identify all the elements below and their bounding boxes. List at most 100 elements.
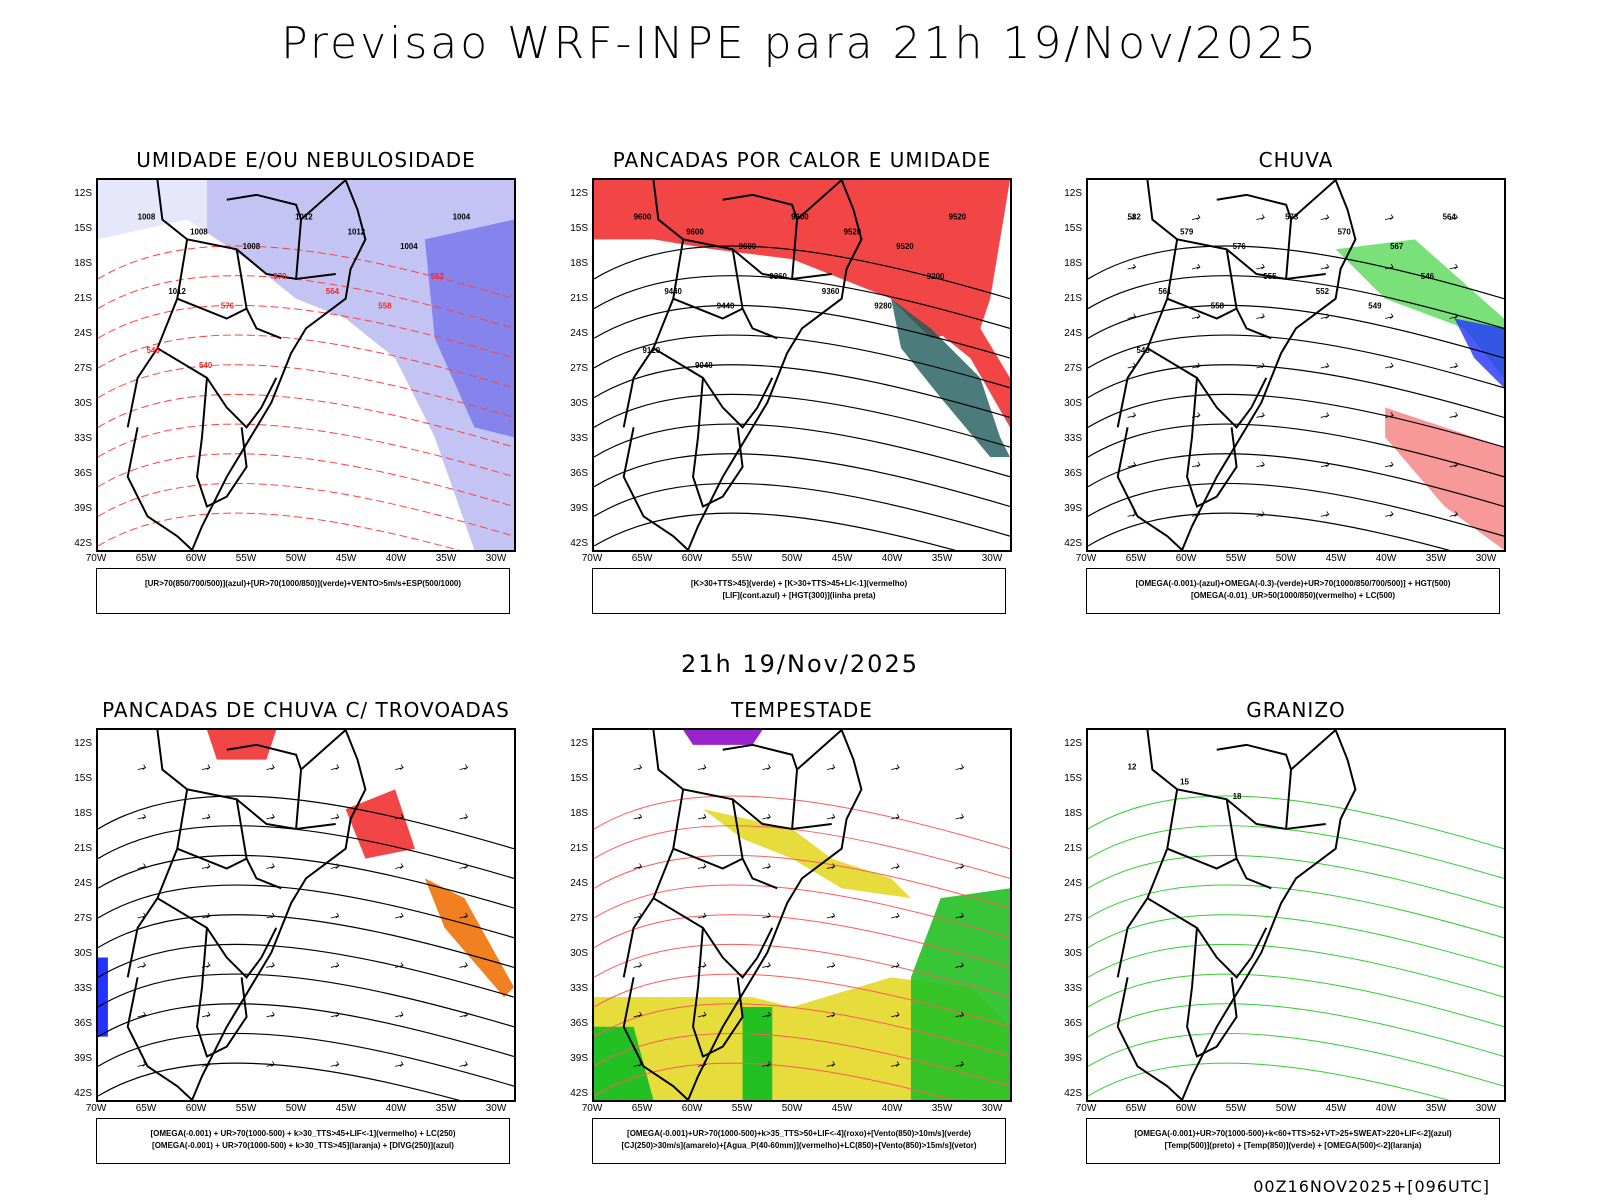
legend-line: [CJ(250)>30m/s](amarelo)+[Agua_P(40-60mm… [621, 1141, 977, 1150]
lat-tick-label: 30S [74, 398, 92, 409]
lon-tick-label: 30W [981, 553, 1003, 564]
lat-tick-label: 24S [1064, 878, 1082, 889]
contour-label: 9440 [717, 302, 735, 311]
lon-tick-label: 50W [285, 1103, 307, 1114]
lat-tick-label: 21S [570, 843, 588, 854]
legend-line: [OMEGA(-0.001)-(azul)+OMEGA(-0.3)-(verde… [1135, 579, 1451, 588]
lat-tick-label: 12S [1064, 738, 1082, 749]
contour-label: 9600 [686, 227, 704, 236]
lat-tick-label: 27S [570, 913, 588, 924]
lat-tick-label: 39S [570, 503, 588, 514]
map-pancadas_trovoadas [96, 728, 516, 1102]
contour-label: 573 [1285, 213, 1299, 222]
map-granizo: 12 15 18 [1086, 728, 1506, 1102]
lat-tick-label: 27S [1064, 913, 1082, 924]
contour-label: 1004 [453, 213, 471, 222]
contour-label: 9360 [822, 287, 840, 296]
legend-line: [Temp(500)](preto) + [Temp(850)](verde) … [1164, 1141, 1422, 1150]
lat-tick-label: 42S [570, 538, 588, 549]
lon-tick-label: 45W [831, 1103, 853, 1114]
lat-tick-label: 18S [1064, 258, 1082, 269]
contour-label: 1012 [348, 227, 366, 236]
lon-tick-label: 55W [731, 553, 753, 564]
lon-tick-label: 45W [1325, 1103, 1347, 1114]
lon-tick-label: 40W [881, 553, 903, 564]
lon-tick-label: 30W [1475, 1103, 1497, 1114]
contour-label: 564 [326, 287, 340, 296]
lon-tick-label: 35W [931, 1103, 953, 1114]
panel-title-tempestade: TEMPESTADE [731, 698, 873, 722]
lat-tick-label: 15S [570, 223, 588, 234]
contour-label: 543 [1137, 346, 1151, 355]
map-svg-chuva: 582 579 576 573 570 567 564 561 558 555 552 549 546 5… [1088, 180, 1504, 550]
lon-tick-label: 30W [1475, 553, 1497, 564]
map-svg-umidade: 1008 1008 1008 1012 1012 1004 1004 1012 576 570 56… [98, 180, 514, 550]
lat-tick-label: 27S [74, 913, 92, 924]
lat-tick-label: 12S [74, 738, 92, 749]
lat-tick-label: 30S [1064, 398, 1082, 409]
map-pancadas_calor: 9600 9600 9600 9600 9520 9520 9520 9440 9440 9360… [592, 178, 1012, 552]
legend-chuva: [OMEGA(-0.001)-(azul)+OMEGA(-0.3)-(verde… [1086, 568, 1500, 614]
lon-tick-label: 40W [385, 1103, 407, 1114]
run-footer: 00Z16NOV2025+[096UTC] [1253, 1177, 1490, 1196]
lat-tick-label: 15S [1064, 773, 1082, 784]
legend-line: [OMEGA(-0.001) + UR>70(1000-500) + k>30_… [150, 1129, 456, 1138]
lat-tick-label: 36S [1064, 468, 1082, 479]
contour-label: 567 [1390, 242, 1404, 251]
lon-tick-label: 60W [185, 553, 207, 564]
map-umidade: 1008 1008 1008 1012 1012 1004 1004 1012 576 570 56… [96, 178, 516, 552]
contour-label: 1008 [138, 213, 156, 222]
contour-label: 540 [199, 361, 213, 370]
lat-tick-label: 21S [1064, 843, 1082, 854]
lon-tick-label: 70W [85, 1103, 107, 1114]
map-chuva: 582 579 576 573 570 567 564 561 558 555 552 549 546 5… [1086, 178, 1506, 552]
lon-tick-label: 70W [581, 1103, 603, 1114]
contour-label: 15 [1180, 777, 1189, 786]
lon-tick-label: 65W [135, 553, 157, 564]
lon-tick-label: 70W [1075, 1103, 1097, 1114]
lat-tick-label: 36S [74, 1018, 92, 1029]
lon-tick-label: 65W [135, 1103, 157, 1114]
contour-label: 570 [1338, 227, 1352, 236]
contour-label: 576 [221, 302, 235, 311]
panel-title-chuva: CHUVA [1258, 148, 1334, 172]
lon-tick-label: 60W [1175, 553, 1197, 564]
legend-line: [OMEGA(-0.001)+UR>70(1000-500)+k<60+TTS>… [1134, 1129, 1452, 1138]
legend-line: [OMEGA(-0.001)+UR>70(1000-500)+k>35_TTS>… [627, 1129, 971, 1138]
lon-tick-label: 55W [235, 1103, 257, 1114]
lon-tick-label: 60W [1175, 1103, 1197, 1114]
lat-tick-label: 27S [1064, 363, 1082, 374]
lon-tick-label: 35W [435, 553, 457, 564]
lat-tick-label: 33S [1064, 983, 1082, 994]
lon-tick-label: 50W [781, 553, 803, 564]
lat-tick-label: 15S [74, 773, 92, 784]
lat-tick-label: 42S [1064, 1088, 1082, 1099]
lat-tick-label: 30S [570, 948, 588, 959]
lon-tick-label: 55W [731, 1103, 753, 1114]
lon-tick-label: 65W [1125, 553, 1147, 564]
contour-label: 1012 [295, 213, 313, 222]
lat-tick-label: 27S [570, 363, 588, 374]
legend-line: [LIF](cont.azul) + [HGT(300)](linha pret… [722, 591, 876, 600]
lat-tick-label: 18S [74, 808, 92, 819]
lon-tick-label: 45W [335, 1103, 357, 1114]
contour-label: 1008 [243, 242, 261, 251]
lon-tick-label: 45W [831, 553, 853, 564]
lat-tick-label: 12S [1064, 188, 1082, 199]
map-svg-pancadas_trovoadas [98, 730, 514, 1100]
lat-tick-label: 18S [1064, 808, 1082, 819]
contour-label: 1004 [400, 242, 418, 251]
contour-label: 9440 [664, 287, 682, 296]
map-svg-tempestade [594, 730, 1010, 1100]
lon-tick-label: 30W [485, 1103, 507, 1114]
lon-tick-label: 70W [85, 553, 107, 564]
lon-tick-label: 60W [185, 1103, 207, 1114]
lat-tick-label: 21S [570, 293, 588, 304]
lat-tick-label: 36S [74, 468, 92, 479]
contour-label: 9520 [844, 227, 862, 236]
contour-label: 9200 [927, 272, 945, 281]
legend-tempestade: [OMEGA(-0.001)+UR>70(1000-500)+k>35_TTS>… [592, 1118, 1006, 1164]
lat-tick-label: 24S [74, 328, 92, 339]
lon-tick-label: 65W [631, 1103, 653, 1114]
lon-tick-label: 55W [1225, 1103, 1247, 1114]
